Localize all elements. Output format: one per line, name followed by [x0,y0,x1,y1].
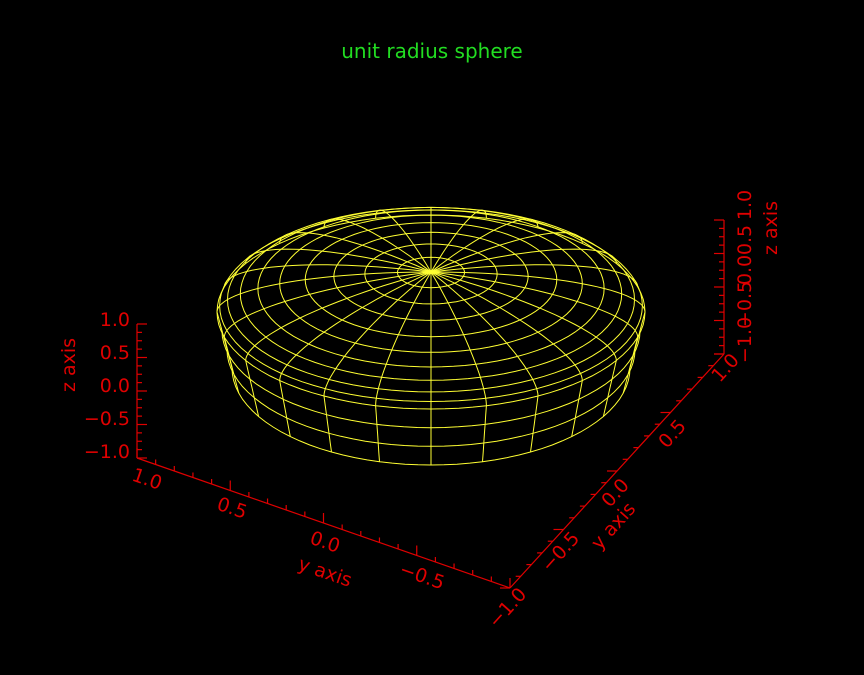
x-axis-ticks [500,353,724,589]
meridian-line [430,218,539,273]
meridian-line [430,271,617,417]
z-tick-label: 1.0 [100,309,130,331]
z-tick-label: −1.0 [84,441,130,463]
meridian-line [323,271,432,453]
axes-group [136,219,725,589]
z-right-tick-label: 1.0 [734,190,756,220]
z-right-axis-labels: 1.0 0.5 0.0 −0.5 −1.0 z axis [734,190,782,363]
z-right-axis-ticks [714,219,724,355]
meridian-line [245,271,432,417]
z-tick-label: 0.5 [100,342,130,364]
z-right-axis-title: z axis [760,201,782,255]
meridian-line [375,271,432,462]
z-tick-label: 0.0 [100,375,130,397]
z-axis-labels: 1.0 0.5 0.0 −0.5 −1.0 z axis [58,309,130,463]
meridian-line [430,232,583,273]
z-right-tick-label: 0.5 [734,225,756,255]
meridian-line [430,271,487,462]
meridian-line [430,209,487,273]
meridian-line [430,271,646,369]
z-axis-ticks [137,323,147,459]
meridian-line [279,271,432,437]
meridian-line [216,271,432,369]
meridian-line [223,271,432,394]
meridian-line [245,248,432,273]
z-right-tick-label: 0.0 [734,255,756,285]
y-axis-ticks [136,448,511,588]
z-right-tick-label: −0.5 [734,281,756,327]
meridian-line [223,264,432,287]
meridian-line [323,218,432,273]
meridian-line [430,271,639,394]
meridian-line [430,271,539,453]
sphere-wireframe [216,206,646,466]
meridian-line [430,248,617,273]
meridian-line [279,232,432,273]
meridian-line [430,271,583,437]
z-tick-label: −0.5 [84,408,130,430]
plot-title: unit radius sphere [341,39,522,63]
z-right-tick-label: −1.0 [734,317,756,363]
meridian-line [375,209,432,273]
meridian-line [430,264,639,287]
z-axis-title: z axis [58,338,80,392]
